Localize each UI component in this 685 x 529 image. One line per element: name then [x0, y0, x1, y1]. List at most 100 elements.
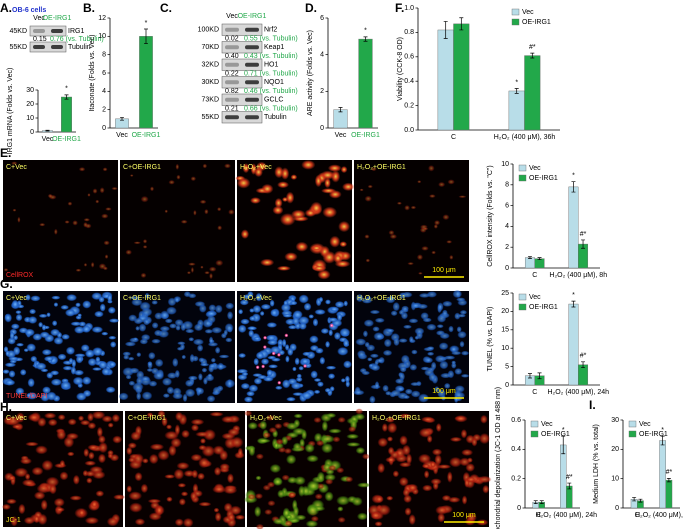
- chart-title: OB-6 cells: [12, 7, 46, 14]
- cell: [247, 493, 256, 500]
- cell: [267, 500, 276, 507]
- panel-letter: A.: [0, 1, 12, 15]
- cell: [328, 428, 342, 434]
- quant-label: 0.02: [225, 35, 239, 42]
- cell: [187, 375, 198, 381]
- cell: [186, 271, 191, 275]
- panel-label: H₂O₂+OE-IRG1: [357, 164, 406, 171]
- cell: [434, 386, 440, 393]
- cell: [88, 451, 95, 460]
- cell: [87, 444, 99, 451]
- significance-mark: #*: [580, 353, 587, 360]
- cell: [408, 514, 416, 526]
- cell: [166, 496, 173, 503]
- cell: [254, 493, 263, 500]
- cell: [457, 313, 466, 318]
- x-tick-label: C: [536, 512, 541, 519]
- cell: [248, 445, 256, 457]
- cell: [387, 446, 395, 456]
- cell: [404, 205, 410, 211]
- cell: [344, 375, 350, 383]
- cell: [452, 289, 463, 299]
- cell: [217, 207, 222, 212]
- cell: [223, 329, 228, 336]
- tunel-spot: [263, 335, 268, 340]
- error-bar: [561, 435, 566, 455]
- bar: [333, 109, 348, 129]
- cell: [313, 432, 323, 443]
- cell: [174, 424, 181, 436]
- cell: [14, 467, 29, 478]
- cell: [208, 336, 214, 345]
- legend-swatch: [518, 303, 527, 311]
- cell: [431, 250, 436, 255]
- cell: [180, 491, 189, 497]
- cell: [442, 309, 448, 317]
- cell: [374, 358, 384, 364]
- cell: [183, 291, 191, 298]
- significance-mark: #*: [529, 44, 536, 51]
- cell: [259, 420, 268, 430]
- cell: [82, 300, 92, 309]
- cell: [47, 193, 53, 198]
- cell: [345, 476, 354, 483]
- cell: [298, 365, 304, 371]
- cell: [198, 501, 212, 507]
- micrograph: H₂O₂+Vec: [243, 408, 371, 529]
- cell: [101, 367, 111, 376]
- cell: [266, 414, 275, 421]
- cell: [426, 323, 437, 331]
- cell: [454, 368, 463, 375]
- cell: [398, 309, 405, 315]
- panel-letter: G.: [0, 277, 13, 291]
- cell: [418, 293, 431, 298]
- cell: [4, 313, 13, 323]
- cell: [209, 411, 224, 417]
- cell: [448, 325, 454, 333]
- cell: [41, 349, 52, 356]
- cell: [449, 254, 454, 260]
- cell: [302, 351, 312, 357]
- cell: [457, 330, 467, 339]
- cell: [190, 453, 203, 462]
- micrograph: C+Vec JC-1: [1, 410, 126, 527]
- bar: [568, 186, 579, 269]
- cell: [410, 390, 421, 398]
- cell: [182, 517, 194, 528]
- cell: [211, 326, 223, 334]
- cell: [218, 354, 230, 359]
- cell: [427, 351, 435, 356]
- band: [245, 45, 259, 50]
- cell: [198, 373, 203, 381]
- cell: [35, 445, 48, 455]
- panel-label: C+Vec: [6, 415, 27, 422]
- y-tick-label: 15: [501, 327, 509, 334]
- cell: [252, 304, 262, 314]
- cell: [437, 302, 444, 312]
- panel-letter: I.: [589, 398, 596, 412]
- stain-label: JC-1: [6, 517, 21, 524]
- cell: [205, 310, 218, 317]
- cell: [228, 209, 235, 215]
- cell: [243, 396, 254, 403]
- cell: [154, 358, 164, 368]
- cell: [92, 188, 98, 194]
- legend-label: OE-IRG1: [541, 431, 570, 438]
- cell: [226, 311, 234, 320]
- cell: [40, 499, 48, 511]
- cell: [399, 372, 406, 382]
- cell: [430, 478, 442, 485]
- cell: [6, 416, 21, 427]
- cell: [261, 183, 274, 194]
- micrograph: C+OE-IRG1: [125, 410, 246, 528]
- cell: [436, 324, 444, 329]
- cell: [334, 260, 351, 268]
- y-axis-label: IRG1 mRNA (Folds vs. Vec): [7, 68, 14, 155]
- error-bar: [120, 117, 124, 121]
- cell: [214, 512, 222, 522]
- cell: [128, 491, 143, 501]
- cell: [262, 376, 274, 382]
- cell: [235, 514, 246, 520]
- cell: [306, 504, 320, 517]
- cell: [336, 312, 343, 322]
